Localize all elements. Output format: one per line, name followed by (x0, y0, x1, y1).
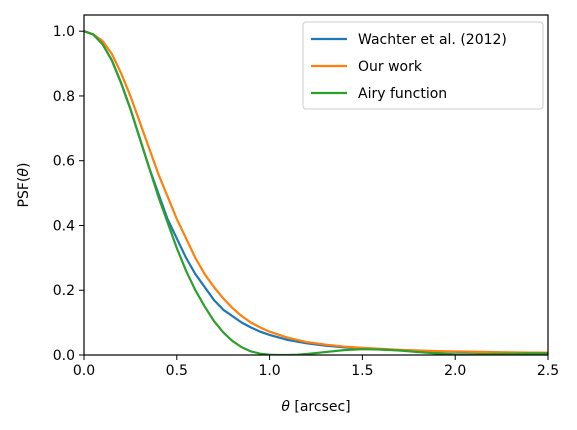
y-axis-label-symbol: θ (16, 168, 32, 177)
legend-label-1: Wachter et al. (2012) (358, 32, 507, 48)
x-tick-label: 1.0 (258, 363, 280, 379)
y-axis-label-suffix: ) (16, 163, 32, 168)
x-axis-label: θ [arcsec] (281, 399, 350, 415)
y-tick-label: 0.6 (53, 154, 75, 170)
x-tick-label: 0.5 (166, 363, 188, 379)
y-tick-label: 0.4 (53, 218, 75, 234)
legend: Wachter et al. (2012) Our work Airy functi… (302, 21, 544, 110)
series-line-3 (84, 30, 548, 355)
x-tick-label: 0.0 (73, 363, 95, 379)
legend-box (302, 21, 544, 110)
y-axis: 0.0 0.2 0.4 0.6 0.8 1.0 (53, 24, 84, 364)
y-tick-label: 1.0 (53, 24, 75, 40)
x-tick-label: 2.0 (444, 363, 466, 379)
y-tick-label: 0.8 (53, 89, 75, 105)
legend-label-3: Airy function (358, 86, 447, 102)
x-tick-label: 2.5 (537, 363, 559, 379)
x-tick-label: 1.5 (351, 363, 373, 379)
x-axis-label-symbol: θ (281, 399, 290, 415)
series-layer (84, 30, 548, 355)
y-axis-label-prefix: PSF( (16, 177, 32, 208)
y-tick-label: 0.2 (53, 283, 75, 299)
y-axis-label: PSF(θ) (16, 163, 32, 208)
series-line-2 (84, 30, 548, 354)
x-axis-label-unit: [arcsec] (290, 399, 351, 415)
y-tick-label: 0.0 (53, 348, 75, 364)
legend-label-2: Our work (358, 59, 423, 75)
x-axis: 0.0 0.5 1.0 1.5 2.0 2.5 (73, 355, 559, 379)
plot-frame (83, 14, 549, 356)
